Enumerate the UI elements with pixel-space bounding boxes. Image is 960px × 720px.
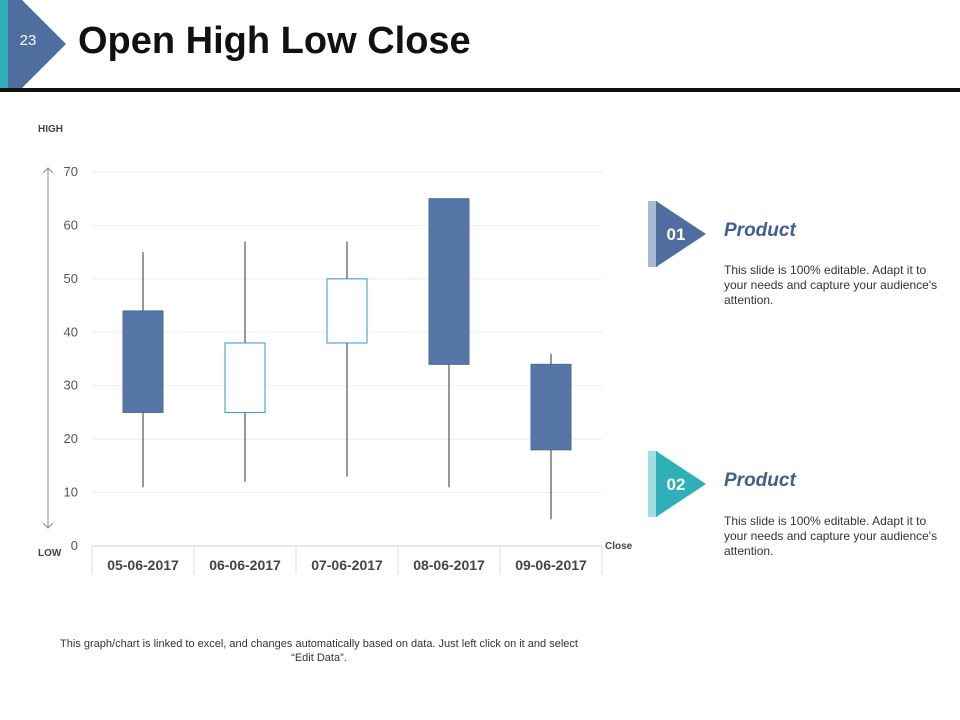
x-category-label: 07-06-2017 (311, 557, 383, 573)
product-badge-2-shape (648, 451, 706, 517)
y-tick-label: 50 (64, 271, 78, 286)
product-title-1: Product (724, 220, 796, 241)
y-tick-labels: 0 10 20 30 40 50 60 70 (64, 164, 78, 553)
y-tick-label: 20 (64, 431, 78, 446)
y-tick-label: 10 (64, 485, 78, 500)
title-divider (0, 88, 960, 92)
x-category-label: 08-06-2017 (413, 557, 485, 573)
y-tick-label: 60 (64, 217, 78, 232)
candle-body (122, 310, 164, 413)
product-badge-1-shape (648, 201, 706, 267)
candle-body (530, 363, 572, 451)
y-tick-label: 40 (64, 324, 78, 339)
x-category-label: 06-06-2017 (209, 557, 281, 573)
product-number-1: 01 (666, 225, 686, 244)
axis-high-label: HIGH (38, 124, 63, 135)
product-desc-2: This slide is 100% editable. Adapt it to… (724, 514, 938, 558)
product-badge-2: 02 (648, 451, 708, 517)
candle-body (224, 342, 266, 413)
page-title: Open High Low Close (78, 20, 471, 62)
slide-number-shape (0, 0, 66, 88)
y-tick-label: 30 (64, 378, 78, 393)
slide-number: 23 (19, 32, 37, 49)
product-desc-1: This slide is 100% editable. Adapt it to… (724, 263, 938, 307)
x-category-label: 05-06-2017 (107, 557, 179, 573)
x-category-labels: 05-06-2017 06-06-2017 07-06-2017 08-06-2017… (107, 557, 587, 573)
product-badge-1: 01 (648, 201, 708, 267)
chart-note: This graph/chart is linked to excel, and… (60, 638, 578, 664)
axis-low-label: LOW (38, 548, 62, 559)
product-title-2: Product (724, 470, 796, 491)
slide-number-badge: 23 (0, 0, 68, 88)
product-number-2: 02 (666, 475, 686, 494)
candle-body (326, 278, 368, 344)
candlestick-chart: 0 10 20 30 40 50 60 70 05-06-2017 06-06-2017 07-0… (0, 164, 603, 574)
axis-close-label: Close (605, 541, 633, 552)
candle-body (428, 198, 470, 365)
x-category-label: 09-06-2017 (515, 557, 587, 573)
y-tick-label: 0 (71, 538, 78, 553)
y-tick-label: 70 (64, 164, 78, 179)
candles (122, 198, 572, 520)
